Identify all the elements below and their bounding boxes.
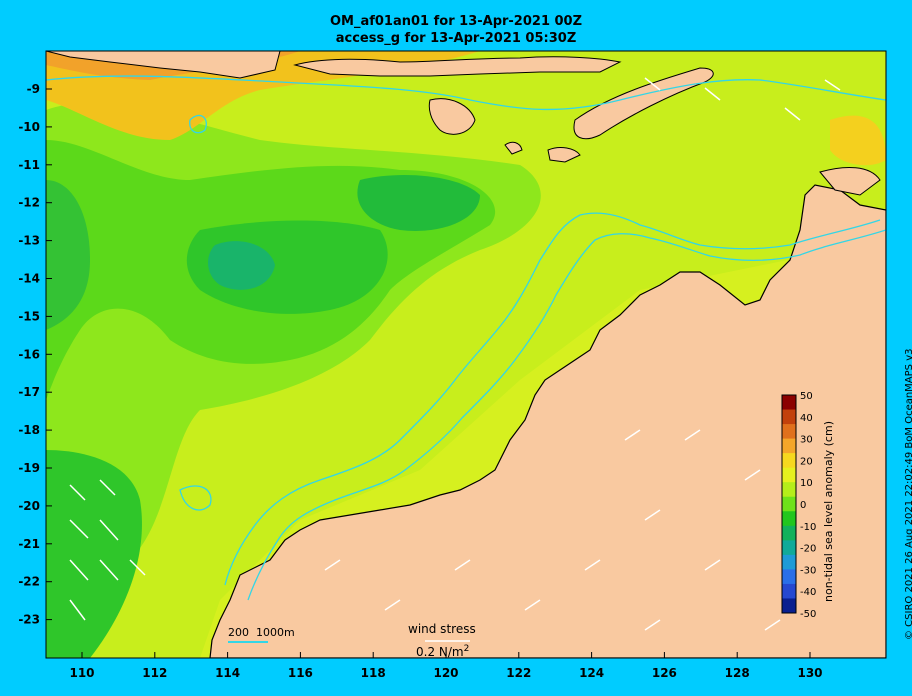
colorbar-tick-label: -40	[800, 587, 816, 598]
depth-label-200: 200	[228, 626, 249, 639]
sla-band-neg5d	[46, 450, 142, 658]
lon-tick-label: 116	[288, 666, 313, 680]
colorbar-segment	[782, 598, 796, 614]
lat-tick-label: -19	[18, 461, 40, 475]
colorbar-segment	[782, 540, 796, 556]
lat-tick-label: -11	[18, 158, 40, 172]
colorbar-tick-label: 0	[800, 500, 806, 511]
colorbar-segment	[782, 569, 796, 585]
wind-stress-arrows	[69, 77, 841, 631]
wind-stress-title: wind stress	[408, 622, 476, 636]
depth-legend: 200 1000m	[228, 626, 295, 643]
lon-tick-label: 126	[652, 666, 677, 680]
lon-tick-label: 118	[361, 666, 386, 680]
map-title-line1: OM_af01an01 for 13-Apr-2021 00Z	[329, 14, 583, 29]
australia-landmass	[209, 184, 886, 658]
lon-tick-label: 114	[215, 666, 240, 680]
tiwi-island	[819, 167, 881, 196]
lon-tick-label: 120	[433, 666, 458, 680]
sla-band-neg5b	[357, 175, 480, 231]
colorbar-segment	[782, 424, 796, 440]
lon-tick-label: 112	[142, 666, 167, 680]
map-title-line2: access_g for 13-Apr-2021 05:30Z	[335, 31, 577, 46]
colorbar-segment	[782, 395, 796, 411]
lon-tick-label: 130	[797, 666, 822, 680]
lon-tick-label: 110	[69, 666, 94, 680]
lat-tick-label: -12	[18, 196, 40, 210]
lat-tick-label: -9	[27, 82, 40, 96]
colorbar: 50 40 30 20 10 0 -10 -20 -30 -40 -50	[781, 391, 816, 620]
colorbar-tick-label: 20	[800, 456, 813, 467]
colorbar-tick-label: 40	[800, 413, 813, 424]
lon-tick-label: 122	[506, 666, 531, 680]
lon-tick-label: 124	[579, 666, 604, 680]
colorbar-frame	[781, 394, 797, 614]
lat-tick-label: -15	[18, 309, 40, 323]
credit-text: © CSIRO 2021 26 Aug 2021 22:02:49 BoM Oc…	[904, 348, 912, 641]
sumba-island	[428, 98, 476, 135]
wind-scale-value: 0.2 N/m2	[416, 644, 469, 659]
latitude-axis: -9 -10 -11 -12 -13 -14 -15 -16 -17 -18 -19 -20 -21 -2…	[18, 82, 52, 627]
colorbar-segment	[782, 496, 796, 512]
lat-tick-label: -13	[18, 234, 40, 248]
longitude-axis: 110 112 114 116 118 120 122 124 126 128 130	[69, 652, 823, 680]
map-field	[46, 51, 886, 658]
wind-scale-text: 0.2 N/m	[416, 645, 464, 659]
colorbar-segment	[782, 482, 796, 498]
lat-tick-label: -17	[18, 385, 40, 399]
colorbar-label: non-tidal sea level anomaly (cm)	[822, 421, 835, 602]
lat-tick-label: -21	[18, 537, 40, 551]
colorbar-tick-label: -50	[800, 609, 816, 620]
lat-tick-label: -14	[18, 272, 40, 286]
lat-tick-label: -10	[18, 120, 40, 134]
lat-tick-label: -22	[18, 575, 40, 589]
colorbar-tick-label: -10	[800, 522, 816, 533]
colorbar-segment	[782, 453, 796, 469]
depth-label-1000m: 1000m	[256, 626, 295, 639]
colorbar-tick-label: 10	[800, 478, 813, 489]
colorbar-segment	[782, 511, 796, 527]
colorbar-segment	[782, 467, 796, 483]
colorbar-tick-label: -20	[800, 544, 816, 555]
colorbar-segment	[782, 583, 796, 599]
sla-band-neg5c	[46, 180, 90, 330]
lon-tick-label: 128	[725, 666, 750, 680]
colorbar-tick-label: 50	[800, 391, 813, 402]
sla-band-15	[830, 115, 886, 166]
roti-island	[547, 147, 581, 163]
lat-tick-label: -20	[18, 499, 40, 513]
colorbar-tick-label: -30	[800, 565, 816, 576]
colorbar-segment	[782, 409, 796, 425]
lat-tick-label: -18	[18, 423, 40, 437]
colorbar-segment	[782, 438, 796, 454]
depth-contours	[46, 75, 886, 601]
lat-tick-label: -23	[18, 613, 40, 627]
lat-tick-label: -16	[18, 347, 40, 361]
colorbar-tick-label: 30	[800, 435, 813, 446]
wind-legend: wind stress 0.2 N/m2	[408, 622, 476, 659]
lesser-sunda-islands	[293, 56, 622, 77]
colorbar-segment	[782, 525, 796, 541]
wind-scale-exponent: 2	[464, 644, 470, 654]
sla-band-neg10	[208, 241, 275, 290]
savu-island	[504, 141, 523, 155]
colorbar-segment	[782, 554, 796, 570]
java-island	[46, 51, 281, 79]
